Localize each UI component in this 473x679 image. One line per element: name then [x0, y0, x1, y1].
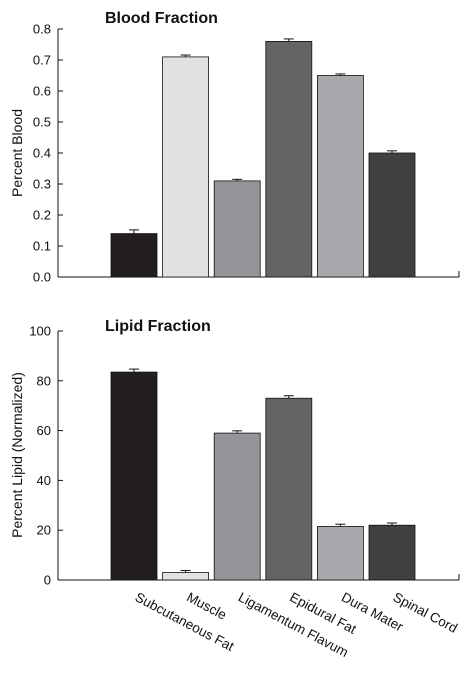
- lipid-error-bar-3: [232, 430, 243, 434]
- blood-fraction-chart: Blood Fraction Percent Blood 0.00.10.20.…: [9, 10, 460, 285]
- blood-y-tick-label: 0.7: [33, 53, 51, 68]
- blood-chart-title: Blood Fraction: [105, 10, 218, 27]
- lipid-error-bar-4: [283, 395, 294, 399]
- blood-y-tick-label: 0.5: [33, 115, 51, 130]
- lipid-error-bar-5: [335, 523, 346, 527]
- blood-bar-5: [316, 75, 364, 278]
- lipid-y-tick-label: 80: [37, 373, 51, 388]
- blood-y-tick-label: 0.0: [33, 270, 51, 285]
- lipid-y-tick-label: 40: [37, 473, 51, 488]
- lipid-chart-title: Lipid Fraction: [105, 318, 211, 335]
- blood-error-bar-2: [180, 54, 191, 57]
- blood-bar-6: [368, 152, 416, 278]
- lipid-bar-5: [316, 526, 364, 581]
- blood-y-tick-label: 0.8: [33, 22, 51, 37]
- lipid-bar-2: [162, 572, 210, 581]
- blood-y-tick-label: 0.4: [33, 146, 51, 161]
- blood-y-tick-label: 0.1: [33, 239, 51, 254]
- blood-y-axis-label: Percent Blood: [9, 109, 25, 197]
- blood-error-bar-4: [283, 38, 294, 42]
- blood-y-tick-label: 0.3: [33, 177, 51, 192]
- lipid-bar-3: [213, 432, 261, 581]
- blood-error-bar-6: [387, 150, 397, 153]
- lipid-bar-1: [110, 371, 158, 581]
- blood-error-bar-3: [232, 178, 243, 181]
- lipid-y-tick-label: 20: [37, 523, 51, 538]
- lipid-bar-6: [368, 524, 416, 581]
- blood-bar-3: [213, 180, 261, 278]
- lipid-error-bar-1: [129, 368, 139, 373]
- lipid-fraction-chart: Lipid Fraction Percent Lipid (Normalized…: [9, 318, 460, 660]
- lipid-y-tick-label: 60: [37, 423, 51, 438]
- lipid-y-ticks: 0 20 40 60 80 100: [29, 324, 63, 588]
- lipid-bars: [110, 368, 416, 581]
- blood-error-bar-5: [335, 73, 346, 76]
- blood-bar-1: [110, 233, 158, 278]
- blood-y-tick-label: 0.2: [33, 208, 51, 223]
- lipid-error-bar-6: [387, 522, 397, 526]
- lipid-bar-4: [265, 397, 313, 581]
- blood-bar-2: [162, 56, 210, 278]
- blood-y-ticks: 0.0 0.1 0.2 0.3 0.4 0.5 0.6 0.7 0.8: [33, 22, 63, 285]
- blood-error-bar-1: [129, 229, 139, 234]
- blood-bar-4: [265, 41, 313, 278]
- lipid-error-bar-2: [180, 570, 191, 573]
- blood-bars: [110, 38, 416, 278]
- lipid-y-axis-label: Percent Lipid (Normalized): [9, 372, 25, 538]
- lipid-y-tick-label: 100: [29, 324, 51, 339]
- blood-y-tick-label: 0.6: [33, 84, 51, 99]
- lipid-y-tick-label: 0: [44, 573, 51, 588]
